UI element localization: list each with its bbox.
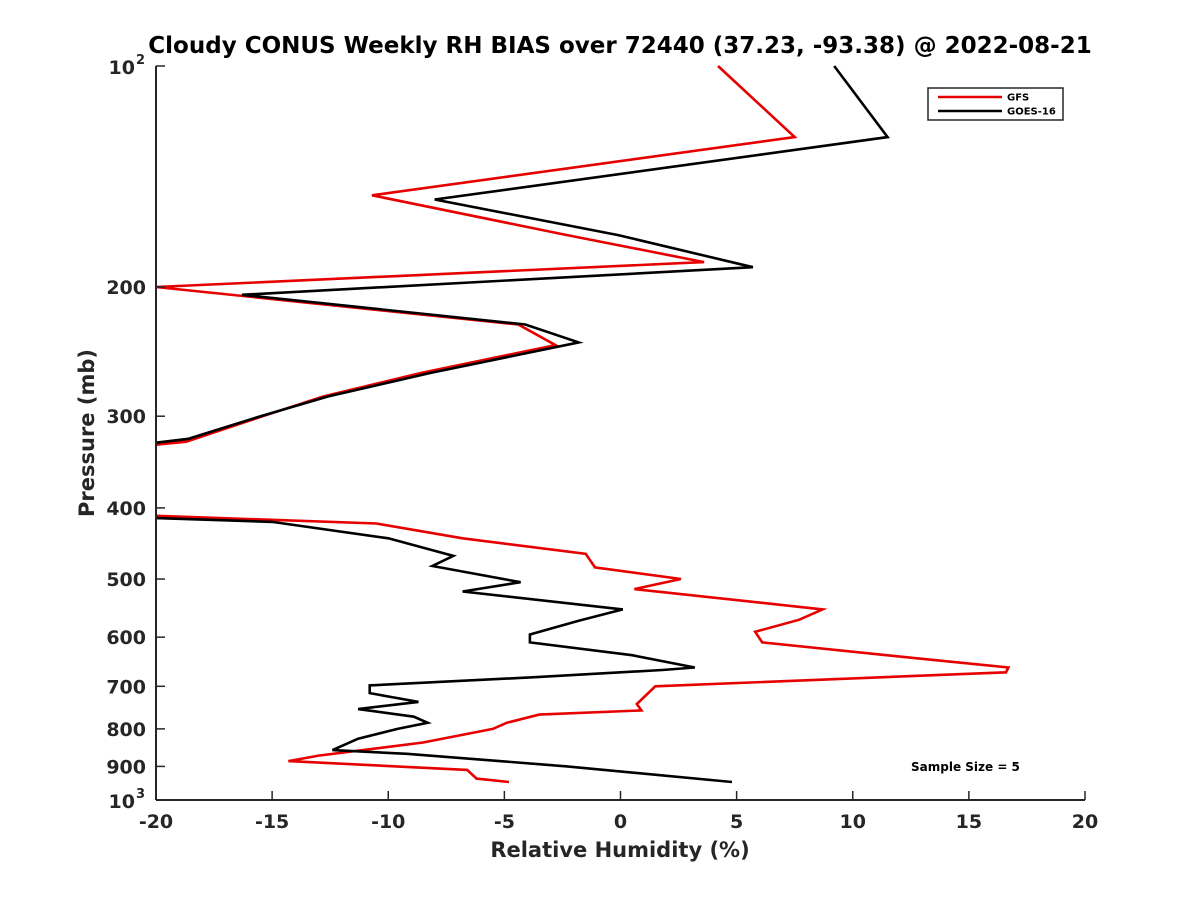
y-tick-label: 200: [106, 277, 146, 299]
y-tick-label: 400: [106, 498, 146, 520]
x-tick-label: 10: [840, 811, 866, 833]
legend-label-goes16: GOES-16: [1007, 107, 1056, 118]
plot-lines: [155, 65, 1011, 784]
x-tick-label: 5: [730, 811, 743, 833]
x-axis-ticks: -20 -15 -10 -5 0 5 10 15 20: [139, 791, 1098, 833]
legend-box: [927, 87, 1064, 121]
y-tick-label: 700: [106, 676, 146, 698]
y-tick-label: 103: [109, 787, 146, 813]
x-tick-label: -15: [255, 811, 289, 833]
x-tick-label: -5: [494, 811, 515, 833]
series-line-gfs-segment-2: [155, 514, 1011, 784]
legend-label-gfs: GFS: [1007, 93, 1029, 104]
y-tick-label: 500: [106, 569, 146, 591]
y-axis-label: Pressure (mb): [75, 349, 99, 517]
y-tick-label: 300: [106, 406, 146, 428]
x-tick-label: 0: [614, 811, 627, 833]
x-tick-label: -20: [139, 811, 173, 833]
x-tick-label: -10: [371, 811, 405, 833]
x-tick-label: 15: [956, 811, 982, 833]
y-tick-label: 900: [106, 756, 146, 778]
legend: GFS GOES-16: [927, 87, 1064, 121]
y-tick-label: 600: [106, 627, 146, 649]
series-line-goes16-segment-2: [155, 516, 733, 784]
x-tick-label: 20: [1072, 811, 1098, 833]
y-tick-label: 102: [109, 53, 146, 79]
series-line-goes16-segment-1: [155, 65, 890, 444]
chart-title: Cloudy CONUS Weekly RH BIAS over 72440 (…: [148, 33, 1091, 59]
x-axis-label: Relative Humidity (%): [490, 838, 749, 862]
y-tick-label: 800: [106, 719, 146, 741]
y-axis-ticks: 102 200 300 400 500 600 700 800 900 103: [106, 53, 165, 813]
sample-size-annotation: Sample Size = 5: [911, 760, 1020, 774]
